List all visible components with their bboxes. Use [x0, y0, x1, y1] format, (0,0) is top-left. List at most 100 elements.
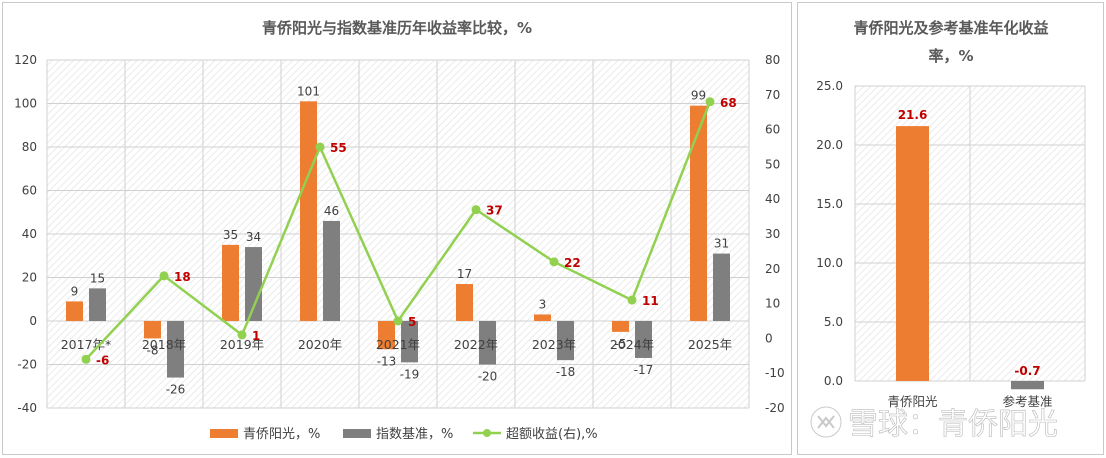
- right-axis-tick-label: 50: [765, 157, 780, 171]
- excess-return-marker: [315, 142, 325, 152]
- excess-return-label: 55: [330, 141, 347, 155]
- category-label: 青侨阳光: [887, 394, 937, 409]
- benchmark-bar: [245, 247, 262, 321]
- excess-return-marker: [237, 330, 247, 340]
- excess-return-marker: [393, 316, 403, 326]
- category-label: 2019年: [220, 337, 264, 352]
- benchmark-data-label: 34: [246, 230, 261, 244]
- right-axis-tick-label: 20: [765, 262, 780, 276]
- excess-return-label: 37: [486, 204, 503, 218]
- left-axis-tick-label: -40: [17, 401, 37, 415]
- right-axis-tick-label: -20: [765, 401, 785, 415]
- category-label: 2025年: [688, 337, 732, 352]
- category-label: 参考基准: [1002, 394, 1052, 409]
- axis-tick-label: 15.0: [816, 197, 843, 211]
- left-axis-tick-label: 120: [14, 53, 37, 67]
- benchmark-data-label: -18: [556, 365, 576, 379]
- right-axis-tick-label: 40: [765, 192, 780, 206]
- category-label: 2023年: [532, 337, 576, 352]
- legend-fund-label: 青侨阳光，%: [243, 427, 320, 442]
- excess-return-marker: [627, 295, 637, 305]
- annualized-value-label: 21.6: [898, 108, 928, 122]
- fund-bar: [456, 284, 473, 321]
- right-chart-title-line2: 率，%: [928, 47, 973, 65]
- left-axis-tick-label: 100: [14, 97, 37, 111]
- legend-excess-marker: [483, 429, 491, 437]
- excess-return-marker: [705, 97, 715, 107]
- benchmark-bar: [713, 253, 730, 321]
- right-axis-tick-label: 10: [765, 297, 780, 311]
- fund-data-label: 17: [457, 267, 472, 281]
- benchmark-bar: [323, 220, 340, 321]
- excess-return-marker: [549, 257, 559, 267]
- annualized-value-label: -0.7: [1014, 364, 1040, 378]
- left-axis-tick-label: -20: [17, 358, 37, 372]
- axis-tick-label: 0.0: [824, 374, 843, 388]
- excess-return-label: 11: [642, 294, 659, 308]
- left-axis-tick-label: 60: [22, 184, 37, 198]
- axis-tick-label: 25.0: [816, 79, 843, 93]
- excess-return-label: 68: [720, 96, 737, 110]
- excess-return-label: 18: [174, 270, 191, 284]
- fund-bar: [300, 101, 317, 321]
- fund-data-label: -5: [615, 337, 627, 351]
- axis-tick-label: 10.0: [816, 256, 843, 270]
- right-axis-tick-label: 70: [765, 88, 780, 102]
- left-axis-tick-label: 0: [29, 314, 37, 328]
- left-chart: 青侨阳光与指数基准历年收益率比较，% -40-20020406080100120…: [14, 19, 785, 442]
- legend-benchmark-label: 指数基准，%: [376, 427, 453, 442]
- benchmark-bar: [635, 321, 652, 358]
- right-axis-tick-label: 30: [765, 227, 780, 241]
- excess-return-marker: [471, 205, 481, 215]
- category-label: 2018年: [142, 337, 186, 352]
- fund-bar: [144, 321, 161, 339]
- excess-return-marker: [81, 354, 91, 364]
- legend-excess-label: 超额收益(右),%: [506, 427, 598, 442]
- excess-return-label: 5: [408, 315, 416, 329]
- excess-return-label: 1: [252, 329, 260, 343]
- excess-return-marker: [159, 271, 169, 281]
- benchmark-data-label: -19: [400, 367, 420, 381]
- fund-bar: [690, 105, 707, 321]
- excess-return-label: -6: [96, 353, 109, 367]
- fund-bar: [378, 321, 395, 350]
- right-chart: 青侨阳光及参考基准年化收益 率，% 0.0 5.0 10.0 15.0 20.0 25.0…: [816, 19, 1086, 409]
- left-axis-tick-label: 20: [22, 271, 37, 285]
- fund-annualized-bar: [896, 126, 929, 382]
- benchmark-data-label: -26: [166, 383, 186, 397]
- benchmark-bar: [557, 321, 574, 361]
- fund-bar: [66, 301, 83, 321]
- right-axis-tick-label: 80: [765, 53, 780, 67]
- fund-data-label: -13: [377, 354, 397, 368]
- benchmark-data-label: -17: [634, 363, 654, 377]
- fund-data-label: 99: [691, 89, 706, 103]
- excess-return-label: 22: [564, 256, 581, 270]
- left-axis-tick-label: 80: [22, 140, 37, 154]
- category-label: 2024年: [610, 337, 654, 352]
- right-axis-tick-label: 60: [765, 123, 780, 137]
- fund-data-label: 35: [223, 228, 238, 242]
- benchmark-bar: [167, 321, 184, 378]
- axis-tick-label: 5.0: [824, 315, 843, 329]
- benchmark-data-label: 15: [90, 271, 105, 285]
- benchmark-data-label: 31: [714, 237, 729, 251]
- axis-tick-label: 20.0: [816, 138, 843, 152]
- legend-fund-swatch: [210, 429, 238, 438]
- benchmark-data-label: 46: [324, 204, 339, 218]
- left-chart-title: 青侨阳光与指数基准历年收益率比较，%: [262, 19, 532, 37]
- fund-data-label: -8: [147, 343, 159, 357]
- benchmark-data-label: -20: [478, 370, 498, 384]
- fund-bar: [222, 244, 239, 321]
- fund-data-label: 3: [539, 297, 547, 311]
- category-label: 2022年: [454, 337, 498, 352]
- legend-benchmark-swatch: [343, 429, 371, 438]
- fund-bar: [612, 321, 629, 332]
- benchmark-bar: [479, 321, 496, 365]
- benchmark-bar: [401, 321, 418, 363]
- left-axis-tick-label: 40: [22, 227, 37, 241]
- left-chart-panel: 青侨阳光与指数基准历年收益率比较，% -40 -20 0 20 40 60 80 100 120…: [2, 2, 792, 455]
- category-label: 2021年: [376, 337, 420, 352]
- right-chart-panel: 青侨阳光及参考基准年化收益 率，% 0.0 5.0 10.0 15.0 20.0 25.0…: [797, 2, 1104, 455]
- benchmark-annualized-bar: [1011, 381, 1044, 390]
- category-label: 2017年*: [61, 337, 112, 352]
